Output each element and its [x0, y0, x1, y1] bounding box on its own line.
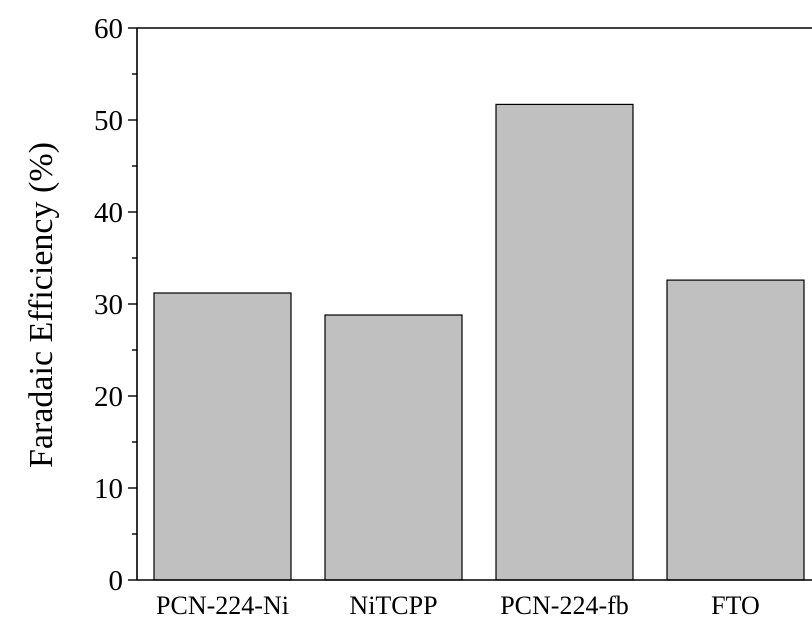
x-tick-label: PCN-224-fb — [500, 591, 629, 619]
bars-group — [153, 103, 805, 581]
x-tick-label: NiTCPP — [349, 591, 437, 619]
y-axis-label: Faradaic Efficiency (%) — [23, 142, 60, 468]
y-tick-label: 0 — [109, 565, 124, 597]
y-tick-label: 10 — [94, 473, 123, 505]
bar-pcn-224-ni — [153, 292, 292, 581]
y-ticks-group: 0 10 20 30 40 50 60 — [94, 13, 137, 597]
bar-nitcpp — [324, 314, 463, 581]
x-tick-label: PCN-224-Ni — [156, 591, 289, 619]
x-tick-labels-group: PCN-224-Ni NiTCPP PCN-224-fb FTO — [156, 591, 760, 619]
y-tick-label: 50 — [94, 105, 123, 137]
y-tick-label: 30 — [94, 289, 123, 321]
bar-pcn-224-fb — [495, 103, 634, 581]
x-tick-label: FTO — [711, 591, 760, 619]
y-tick-label: 40 — [94, 197, 123, 229]
y-tick-label: 60 — [94, 13, 123, 45]
bar-fto — [666, 279, 805, 581]
y-tick-label: 20 — [94, 381, 123, 413]
